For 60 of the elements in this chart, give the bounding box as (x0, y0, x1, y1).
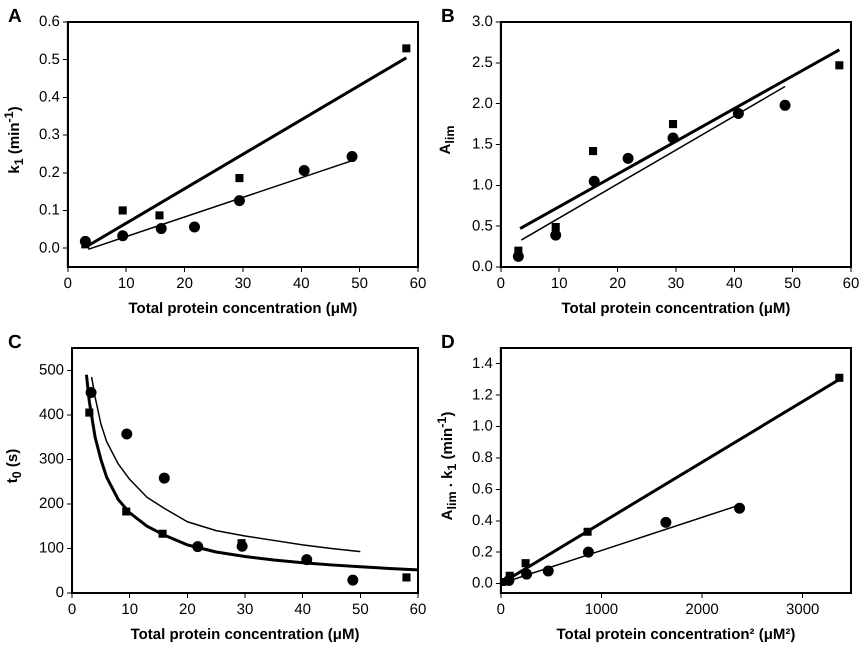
y-tick-label: 200 (38, 495, 64, 512)
x-tick-label: 20 (609, 275, 626, 292)
x-tick-label: 50 (352, 601, 369, 618)
x-tick-label: 60 (410, 275, 426, 292)
x-axis-title: Total protein concentration (μM) (130, 626, 360, 644)
y-tick-label: 0.6 (38, 13, 60, 30)
x-tick-label: 3000 (786, 601, 820, 618)
y-tick-label: 0.1 (38, 202, 60, 219)
y-tick-label: 1.5 (472, 136, 493, 153)
x-tick-label: 40 (294, 601, 312, 618)
y-tick-label: 0.8 (472, 449, 493, 466)
y-tick-label: 0.5 (38, 50, 60, 68)
x-tick-label: 0 (496, 275, 506, 292)
y-tick-label: 100 (38, 540, 64, 557)
x-tick-label: 0 (68, 601, 76, 618)
chart-title: A (8, 6, 22, 28)
y-tick-label: 400 (38, 406, 64, 423)
x-tick-label: 0 (496, 601, 506, 618)
x-tick-label: 2000 (685, 601, 719, 618)
y-tick-label: 0.4 (38, 88, 60, 106)
chart-title: B (441, 6, 455, 28)
y-tick-label: 0.3 (38, 126, 60, 144)
y-tick-label: 2.5 (472, 54, 493, 71)
y-tick-label: 0.0 (472, 574, 493, 592)
chart-title: D (441, 332, 455, 354)
y-tick-label: 0.2 (38, 164, 60, 181)
x-tick-label: 20 (176, 275, 193, 292)
x-tick-label: 40 (292, 275, 310, 292)
y-tick-label: 300 (38, 450, 64, 468)
x-tick-label: 10 (550, 275, 568, 292)
y-tick-label: 1.4 (472, 354, 493, 372)
x-tick-label: 50 (351, 275, 368, 292)
y-tick-label: 0 (56, 584, 64, 602)
y-tick-label: 0.4 (472, 512, 493, 529)
x-tick-label: 30 (236, 601, 254, 618)
x-tick-label: 10 (121, 601, 138, 618)
x-tick-label: 10 (118, 275, 135, 292)
x-axis-title: Total protein concentration² (μM²) (556, 626, 796, 644)
y-tick-label: 0.5 (472, 217, 493, 234)
x-tick-label: 30 (234, 275, 252, 292)
x-axis-title: Total protein concentration (μM) (561, 300, 790, 318)
x-tick-label: 1000 (584, 601, 618, 618)
x-tick-label: 60 (410, 601, 426, 618)
x-tick-label: 50 (784, 275, 801, 292)
x-tick-label: 40 (726, 275, 743, 292)
chart-title: C (8, 332, 22, 354)
y-tick-label: 0.0 (472, 258, 493, 276)
x-tick-label: 20 (179, 601, 196, 618)
y-tick-label: 0.2 (472, 543, 493, 560)
y-tick-label: 1.0 (472, 418, 493, 435)
y-tick-label: 1.0 (472, 176, 493, 194)
y-tick-label: 0.0 (38, 239, 60, 256)
x-tick-label: 30 (668, 275, 684, 292)
x-axis-title: Total protein concentration (μM) (128, 300, 358, 318)
y-tick-label: 0.6 (472, 480, 493, 498)
y-tick-label: 1.2 (472, 386, 493, 404)
y-tick-label: 3.0 (472, 13, 493, 30)
y-tick-label: 500 (38, 361, 64, 378)
x-tick-label: 60 (842, 275, 860, 292)
y-tick-label: 2.0 (472, 94, 493, 112)
